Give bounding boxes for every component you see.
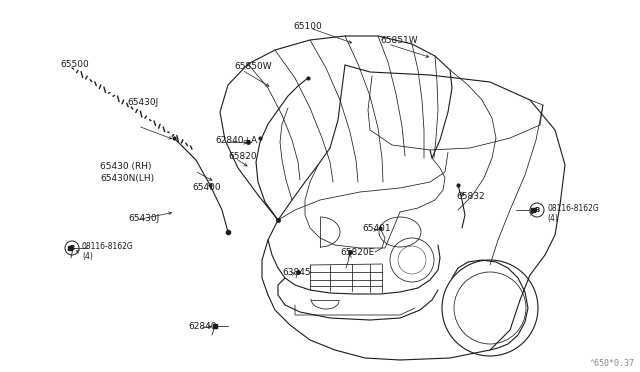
Text: 65850W: 65850W xyxy=(234,62,271,71)
Text: 65430N(LH): 65430N(LH) xyxy=(100,174,154,183)
Text: 65430J: 65430J xyxy=(128,214,159,223)
Text: B: B xyxy=(534,207,540,213)
Text: 62840: 62840 xyxy=(188,322,216,331)
Text: 08116-8162G: 08116-8162G xyxy=(82,242,134,251)
Text: (4): (4) xyxy=(82,252,93,261)
Text: 65400: 65400 xyxy=(192,183,221,192)
Text: 65100: 65100 xyxy=(294,22,323,31)
Text: 65401: 65401 xyxy=(362,224,390,233)
Text: 65430J: 65430J xyxy=(127,98,158,107)
Text: (4): (4) xyxy=(547,214,558,223)
Text: B: B xyxy=(69,245,75,251)
Text: ^650*0.37: ^650*0.37 xyxy=(590,359,635,368)
Text: 65820: 65820 xyxy=(228,152,257,161)
Text: 65832: 65832 xyxy=(456,192,484,201)
Text: 08116-8162G: 08116-8162G xyxy=(547,204,599,213)
Text: 63845: 63845 xyxy=(282,268,310,277)
Text: 65500: 65500 xyxy=(60,60,89,69)
Text: 65820E: 65820E xyxy=(340,248,374,257)
Text: 62840+A: 62840+A xyxy=(215,136,257,145)
Text: 65430 (RH): 65430 (RH) xyxy=(100,162,152,171)
Text: 65851W: 65851W xyxy=(380,36,418,45)
